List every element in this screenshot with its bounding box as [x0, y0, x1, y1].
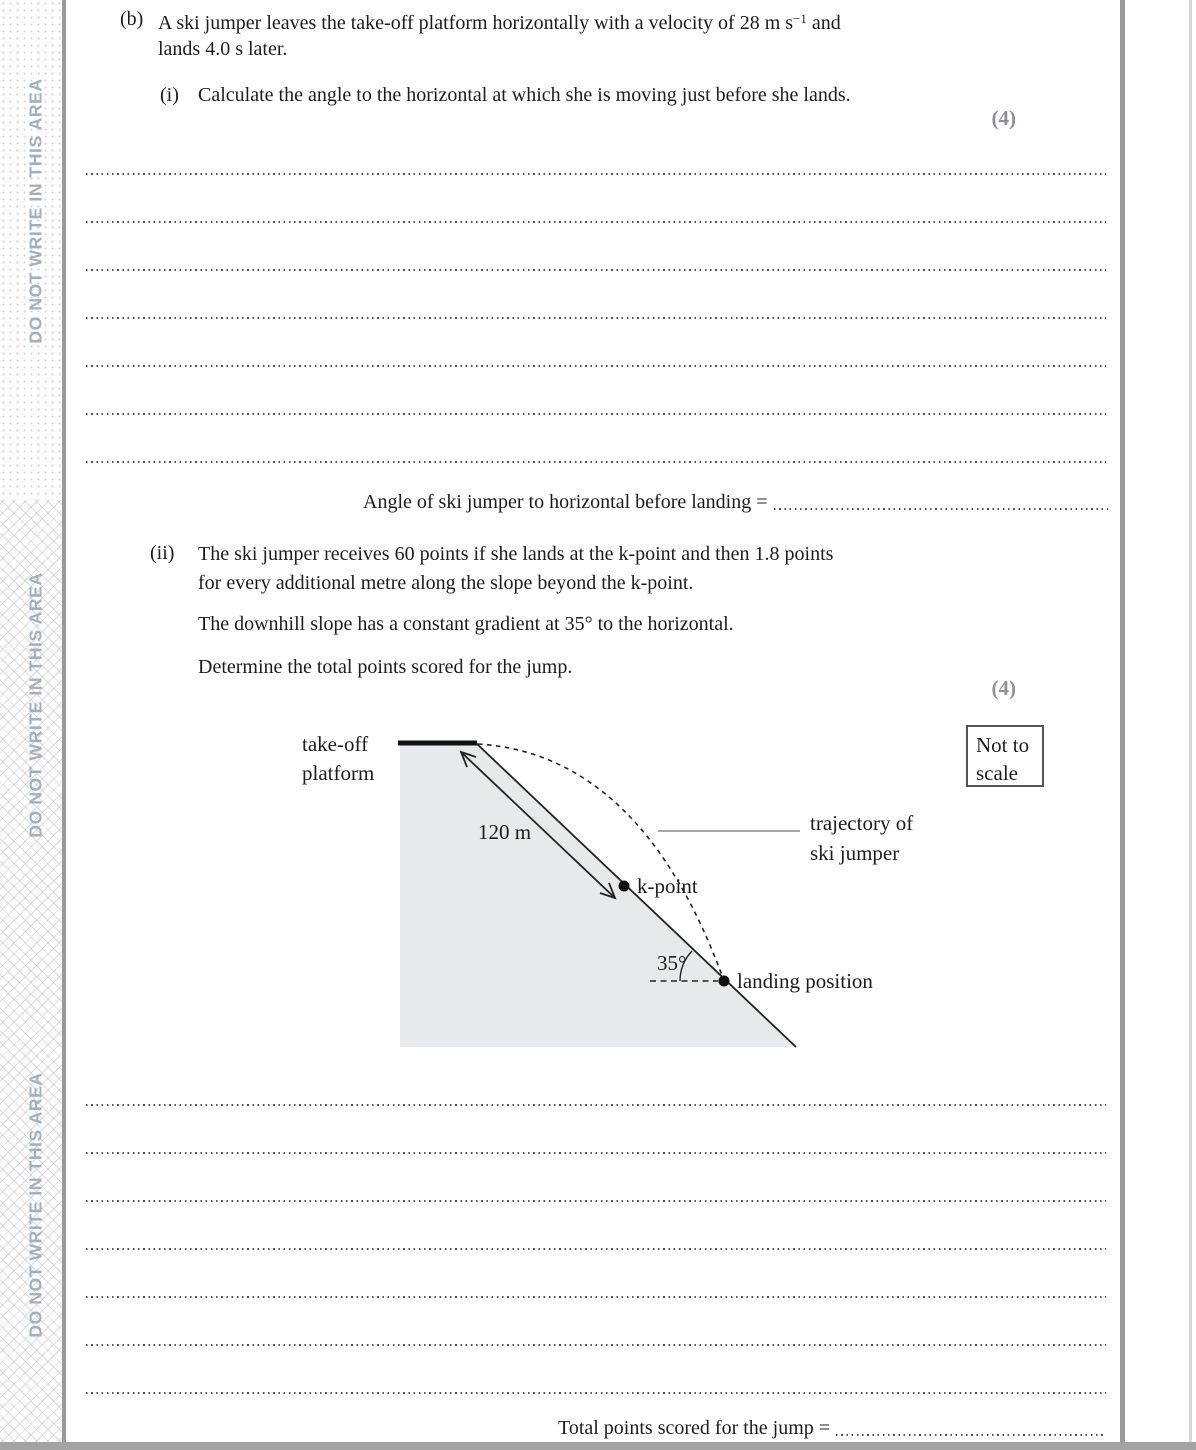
- angle-arc: [679, 950, 693, 982]
- strip-crosshatch-pattern: [0, 500, 62, 1450]
- total-answer-dotted-line: [836, 1434, 1105, 1436]
- page-edge-line: [1189, 0, 1192, 1450]
- part-b-label: (b): [120, 8, 144, 30]
- answer-line: [86, 317, 1106, 319]
- question-ii-determine-text: Determine the total points scored for th…: [198, 656, 573, 678]
- k-point-label: k-point: [637, 874, 698, 898]
- answer-line: [86, 413, 1106, 415]
- slope-angle-label: 35°: [657, 951, 686, 975]
- answer-line: [86, 1392, 1106, 1394]
- question-ii-line2: for every additional metre along the slo…: [198, 572, 694, 594]
- part-b-line1-pre: A ski jumper leaves the take-off platfor…: [158, 12, 794, 34]
- total-answer-label: Total points scored for the jump =: [558, 1417, 831, 1439]
- question-i-label: (i): [160, 84, 179, 106]
- angle-answer-label: Angle of ski jumper to horizontal before…: [363, 491, 768, 513]
- answer-line: [86, 1344, 1106, 1346]
- landing-position-dot: [718, 975, 730, 987]
- do-not-write-watermark: DO NOT WRITE IN THIS AREA: [25, 78, 46, 344]
- bottom-page-bar: [0, 1442, 1196, 1450]
- question-i-text: Calculate the angle to the horizontal at…: [198, 84, 851, 106]
- answer-lines-group-i: [86, 173, 1106, 509]
- question-ii-marks: (4): [991, 676, 1017, 700]
- do-not-write-watermark: DO NOT WRITE IN THIS AREA: [25, 572, 46, 838]
- not-to-scale-box: [966, 725, 1044, 787]
- answer-line: [86, 1248, 1106, 1250]
- landing-position-label: landing position: [737, 969, 873, 993]
- answer-line: [86, 1152, 1106, 1154]
- not-to-scale-line2: scale: [976, 761, 1018, 785]
- question-ii-line1: The ski jumper receives 60 points if she…: [198, 543, 834, 565]
- angle-answer-row: Angle of ski jumper to horizontal before…: [363, 490, 1108, 514]
- angle-answer-dotted-line: [773, 508, 1108, 510]
- answer-line: [86, 1200, 1106, 1202]
- do-not-write-strip: [0, 0, 62, 1450]
- distance-label: 120 m: [478, 820, 531, 844]
- not-to-scale-line1: Not to: [976, 733, 1029, 757]
- superscript-minus-one: −1: [793, 11, 807, 26]
- answer-line: [86, 461, 1106, 463]
- slope-line: [475, 742, 797, 1048]
- slope-distance-arrow: [459, 750, 617, 900]
- answer-lines-group-ii: [86, 1104, 1106, 1440]
- right-margin-rule: [1120, 0, 1125, 1450]
- trajectory-label-line2: ski jumper: [810, 841, 899, 865]
- hill-slope-fill: [400, 744, 796, 1047]
- part-b-line2: lands 4.0 s later.: [158, 38, 288, 60]
- k-point-dot: [618, 880, 630, 892]
- left-margin-rule: [62, 0, 66, 1450]
- answer-line: [86, 1296, 1106, 1298]
- do-not-write-watermark: DO NOT WRITE IN THIS AREA: [25, 1072, 46, 1338]
- part-b-text: A ski jumper leaves the take-off platfor…: [158, 6, 1008, 62]
- answer-line: [86, 365, 1106, 367]
- answer-line: [86, 269, 1106, 271]
- part-b-line1-post: and: [806, 12, 841, 34]
- total-answer-row: Total points scored for the jump =: [558, 1416, 1105, 1440]
- question-ii-text: The ski jumper receives 60 points if she…: [198, 540, 998, 598]
- question-ii-label: (ii): [150, 542, 175, 564]
- trajectory-label-line1: trajectory of: [810, 811, 913, 835]
- answer-line: [86, 173, 1106, 175]
- takeoff-label-line1: take-off: [302, 732, 368, 756]
- answer-line: [86, 1104, 1106, 1106]
- question-ii-gradient-text: The downhill slope has a constant gradie…: [198, 613, 734, 635]
- ski-jump-diagram: 120 m k-point 35° landing position traje…: [302, 725, 1044, 1048]
- strip-dot-pattern: [0, 0, 62, 500]
- question-i-marks: (4): [991, 106, 1017, 130]
- answer-line: [86, 221, 1106, 223]
- takeoff-label-line2: platform: [302, 761, 374, 785]
